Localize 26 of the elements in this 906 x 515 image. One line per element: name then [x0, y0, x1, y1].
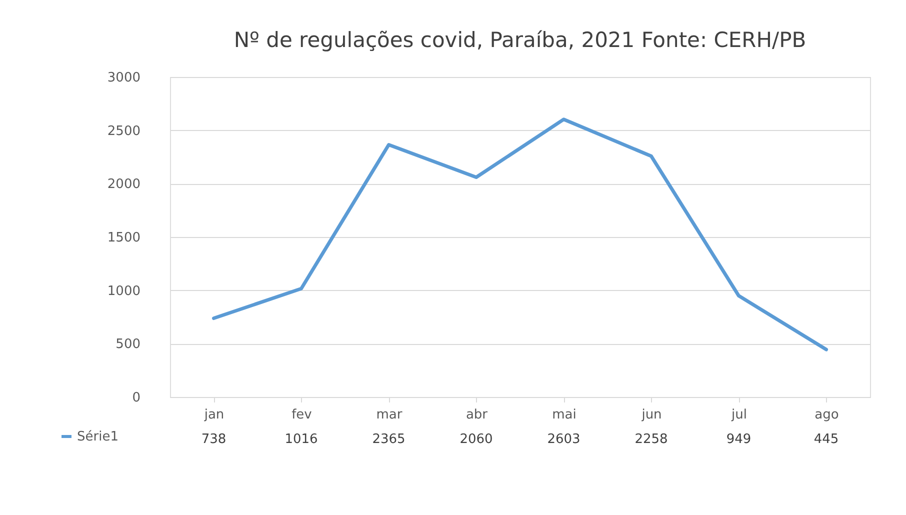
y-tick-label: 1000 [107, 284, 140, 299]
x-tick-label: fev [292, 408, 312, 422]
chart-title: Nº de regulações covid, Paraíba, 2021 Fonte: CERH/PB [234, 28, 806, 52]
y-tick-label: 3000 [107, 70, 140, 86]
y-tick-label: 2500 [107, 124, 140, 139]
x-tick-label: mar [376, 408, 403, 422]
legend-label: Série1 [77, 430, 118, 444]
x-tick-label: abr [466, 408, 488, 422]
x-tick-label: jan [203, 408, 224, 422]
data-label: 949 [726, 432, 752, 447]
x-tick-label: jul [730, 408, 747, 422]
y-tick-label: 0 [132, 390, 140, 406]
line-series [212, 118, 828, 352]
x-tick-label: jun [640, 408, 662, 422]
y-tick-label: 2000 [107, 177, 140, 192]
x-tick-label: ago [814, 408, 839, 422]
data-label: 2603 [547, 432, 580, 447]
y-tick-label: 1500 [107, 230, 140, 246]
data-label: 445 [814, 432, 839, 447]
x-tick-label: mai [552, 408, 576, 422]
y-tick-label: 500 [116, 337, 140, 352]
data-label: 738 [201, 432, 226, 447]
data-label: 1016 [284, 432, 318, 447]
data-label: 2258 [634, 432, 668, 447]
data-label: 2060 [460, 432, 493, 447]
data-label: 2365 [372, 432, 406, 447]
